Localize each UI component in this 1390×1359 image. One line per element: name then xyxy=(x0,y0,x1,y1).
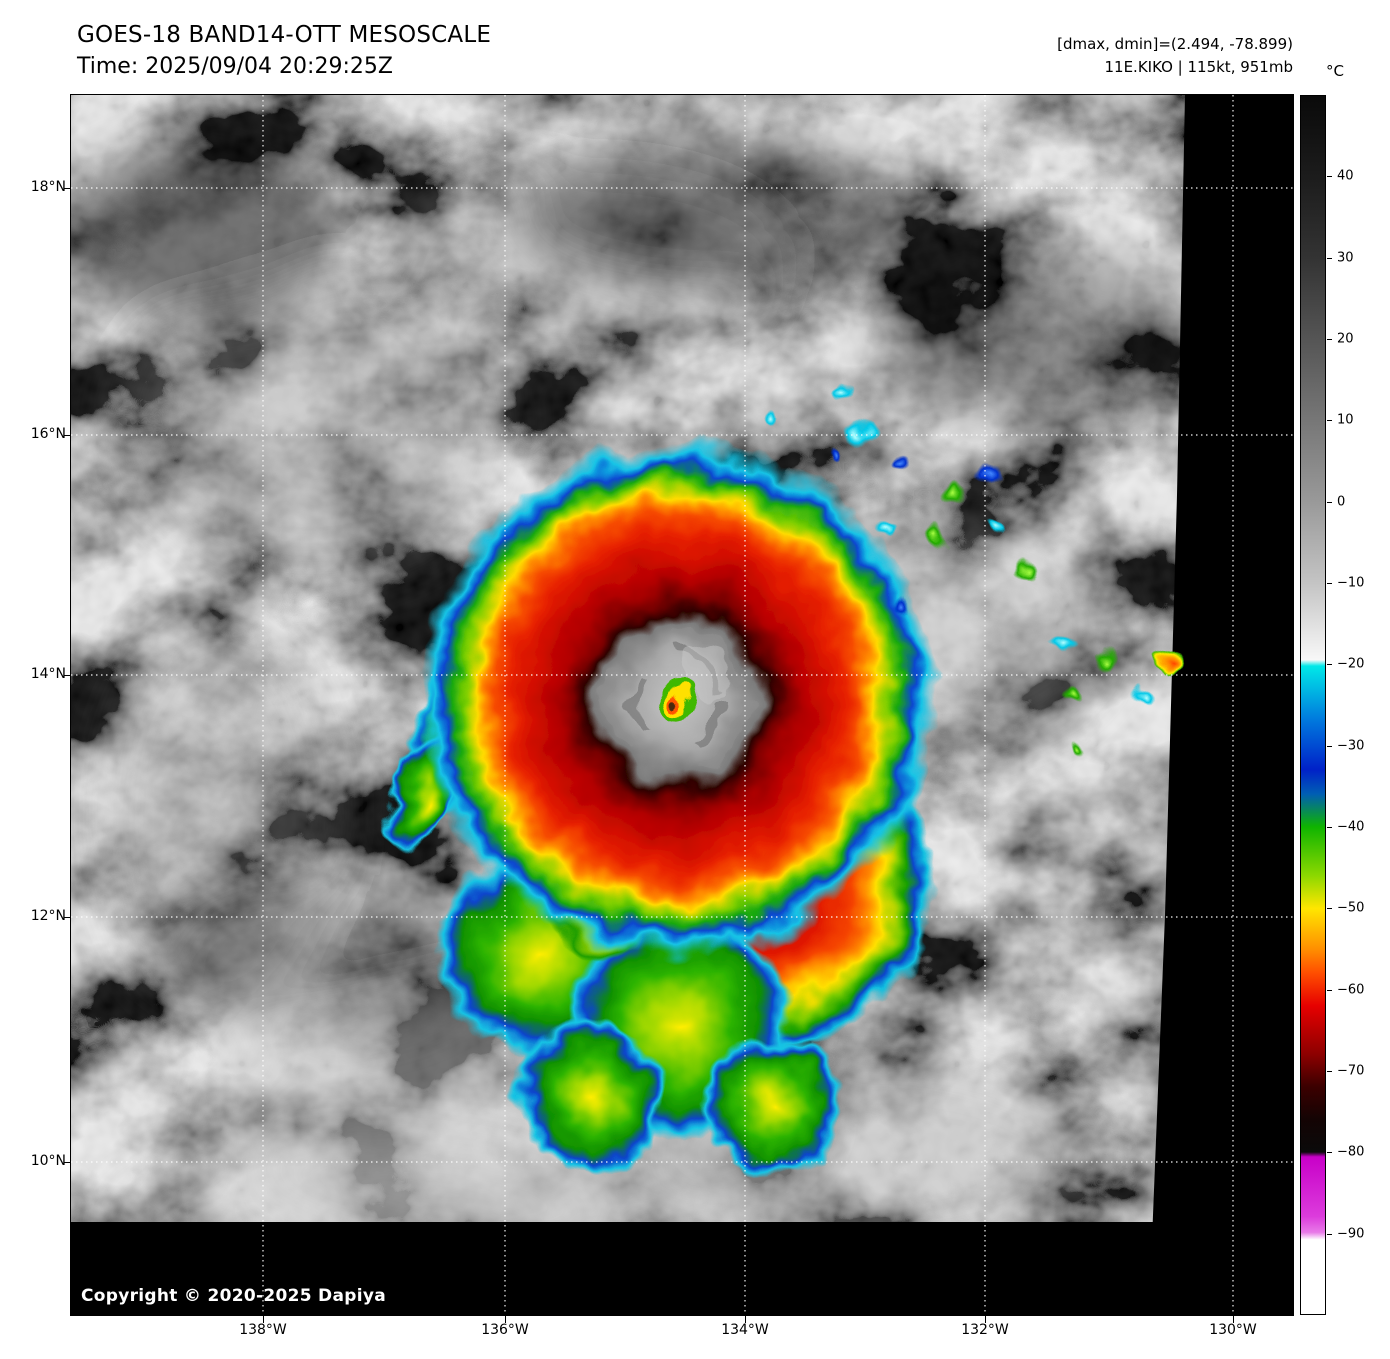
axis-tick xyxy=(985,1316,986,1323)
gridlines xyxy=(71,95,1293,1315)
convective-cells xyxy=(763,382,1183,759)
lon-label: 136°W xyxy=(481,1322,529,1338)
timestamp-line: Time: 2025/09/04 20:29:25Z xyxy=(77,54,393,79)
colorbar-tick xyxy=(1327,1234,1332,1235)
colorbar-tick-label: −60 xyxy=(1337,982,1365,998)
lat-label: 12°N xyxy=(30,908,66,924)
no-data-region xyxy=(71,95,1293,1315)
lat-label: 10°N xyxy=(30,1153,66,1169)
lat-label: 16°N xyxy=(30,426,66,442)
colorbar: 40 30 20 10 0 −10 −20 −30 −40 −50 −60 −7… xyxy=(1300,95,1390,1315)
colorbar-tick xyxy=(1327,420,1332,421)
colorbar-tick-label: −10 xyxy=(1337,575,1365,591)
colorbar-unit-label: °C xyxy=(1326,62,1344,80)
colorbar-tick xyxy=(1327,1071,1332,1072)
colorbar-tick xyxy=(1327,176,1332,177)
axis-tick xyxy=(505,1316,506,1323)
colorbar-tick-label: −50 xyxy=(1337,900,1365,916)
colorbar-tick-label: 0 xyxy=(1337,494,1346,510)
axis-tick xyxy=(1233,1316,1234,1323)
lon-label: 130°W xyxy=(1209,1322,1257,1338)
page-title: GOES-18 BAND14-OTT MESOSCALE xyxy=(77,22,492,48)
lon-label: 134°W xyxy=(721,1322,769,1338)
colorbar-tick xyxy=(1327,990,1332,991)
axis-tick xyxy=(64,1162,71,1163)
colorbar-tick xyxy=(1327,908,1332,909)
satellite-map: Copyright © 2020-2025 Dapiya xyxy=(70,94,1294,1316)
axis-tick xyxy=(263,1316,264,1323)
colorbar-tick xyxy=(1327,583,1332,584)
lon-label: 138°W xyxy=(239,1322,287,1338)
colorbar-tick xyxy=(1327,746,1332,747)
axis-tick xyxy=(64,917,71,918)
colorbar-tick-label: −20 xyxy=(1337,656,1365,672)
colorbar-tick xyxy=(1327,258,1332,259)
axis-tick xyxy=(64,435,71,436)
colorbar-tick-label: 40 xyxy=(1337,168,1354,184)
colorbar-tick-label: 10 xyxy=(1337,412,1354,428)
colorbar-tick-label: −80 xyxy=(1337,1144,1365,1160)
copyright-text: Copyright © 2020-2025 Dapiya xyxy=(81,1286,386,1306)
colorbar-tick xyxy=(1327,664,1332,665)
axis-tick xyxy=(745,1316,746,1323)
colorbar-tick-label: −30 xyxy=(1337,738,1365,754)
lat-label: 18°N xyxy=(30,179,66,195)
storm-info-line: 11E.KIKO | 115kt, 951mb xyxy=(1104,58,1293,76)
data-range-line: [dmax, dmin]=(2.494, -78.899) xyxy=(1057,35,1293,53)
colorbar-tick xyxy=(1327,827,1332,828)
colorbar-tick xyxy=(1327,1152,1332,1153)
warm-core xyxy=(606,628,750,772)
hurricane-kiko xyxy=(386,382,1183,1175)
colorbar-tick xyxy=(1327,502,1332,503)
lat-label: 14°N xyxy=(30,666,66,682)
colorbar-tick-label: −40 xyxy=(1337,819,1365,835)
colorbar-tick-label: 20 xyxy=(1337,331,1354,347)
colorbar-tick-label: −70 xyxy=(1337,1063,1365,1079)
colorbar-tick-label: 30 xyxy=(1337,250,1354,266)
axis-tick xyxy=(64,188,71,189)
colorbar-gradient xyxy=(1300,95,1326,1315)
satellite-map-canvas xyxy=(71,95,1293,1315)
colorbar-tick xyxy=(1327,339,1332,340)
colorbar-tick-label: −90 xyxy=(1337,1226,1365,1242)
hurricane-eye xyxy=(662,684,694,716)
axis-tick xyxy=(64,675,71,676)
lon-label: 132°W xyxy=(961,1322,1009,1338)
header-right-block: [dmax, dmin]=(2.494, -78.899) 11E.KIKO |… xyxy=(1057,33,1293,79)
